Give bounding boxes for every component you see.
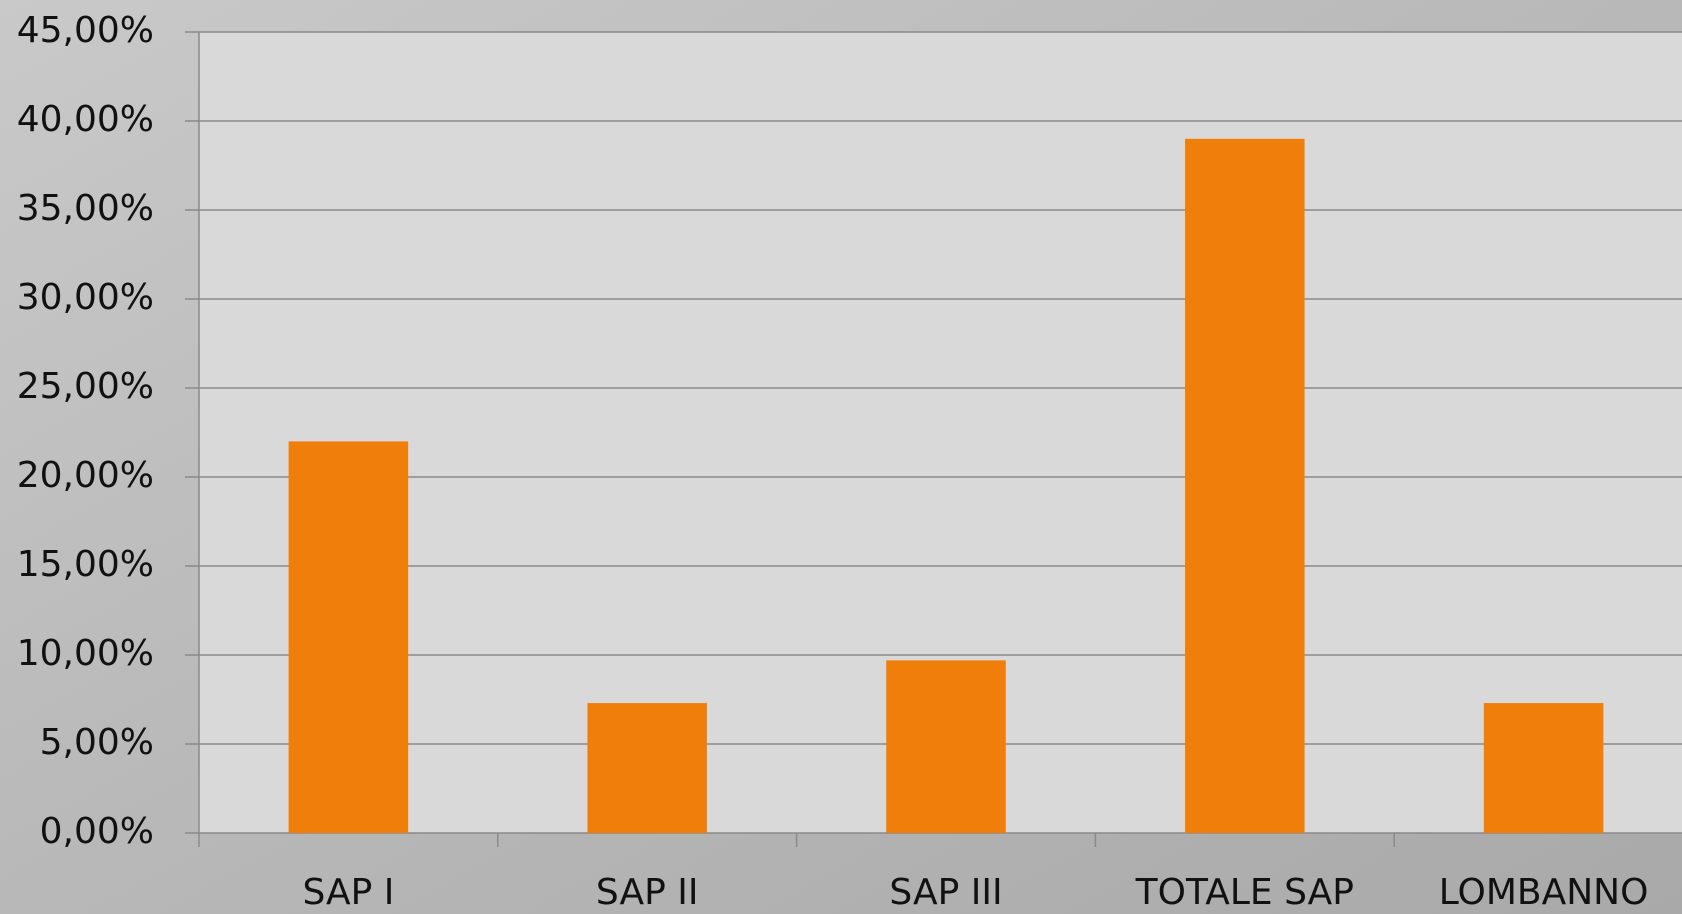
y-tick-label: 25,00% <box>17 366 154 407</box>
bar <box>886 660 1006 833</box>
y-tick-label: 20,00% <box>17 455 154 496</box>
bar <box>1483 703 1604 833</box>
y-tick-label: 10,00% <box>17 633 154 674</box>
x-tick-label: SAP I <box>302 872 394 913</box>
y-tick-label: 40,00% <box>17 99 154 140</box>
y-tick-label: 5,00% <box>40 722 154 763</box>
y-tick-label: 30,00% <box>17 277 154 318</box>
y-tick-label: 0,00% <box>40 811 154 852</box>
y-tick-label: 45,00% <box>17 10 154 51</box>
bar <box>587 703 707 833</box>
x-tick-label: LOMBANNO <box>1439 872 1649 913</box>
x-tick-label: SAP III <box>889 872 1002 913</box>
x-tick-label: SAP II <box>596 872 699 913</box>
y-tick-label: 35,00% <box>17 188 154 229</box>
bar <box>1185 138 1305 834</box>
bar <box>288 441 409 833</box>
y-tick-label: 15,00% <box>17 544 154 585</box>
x-tick-label: TOTALE SAP <box>1135 872 1354 913</box>
